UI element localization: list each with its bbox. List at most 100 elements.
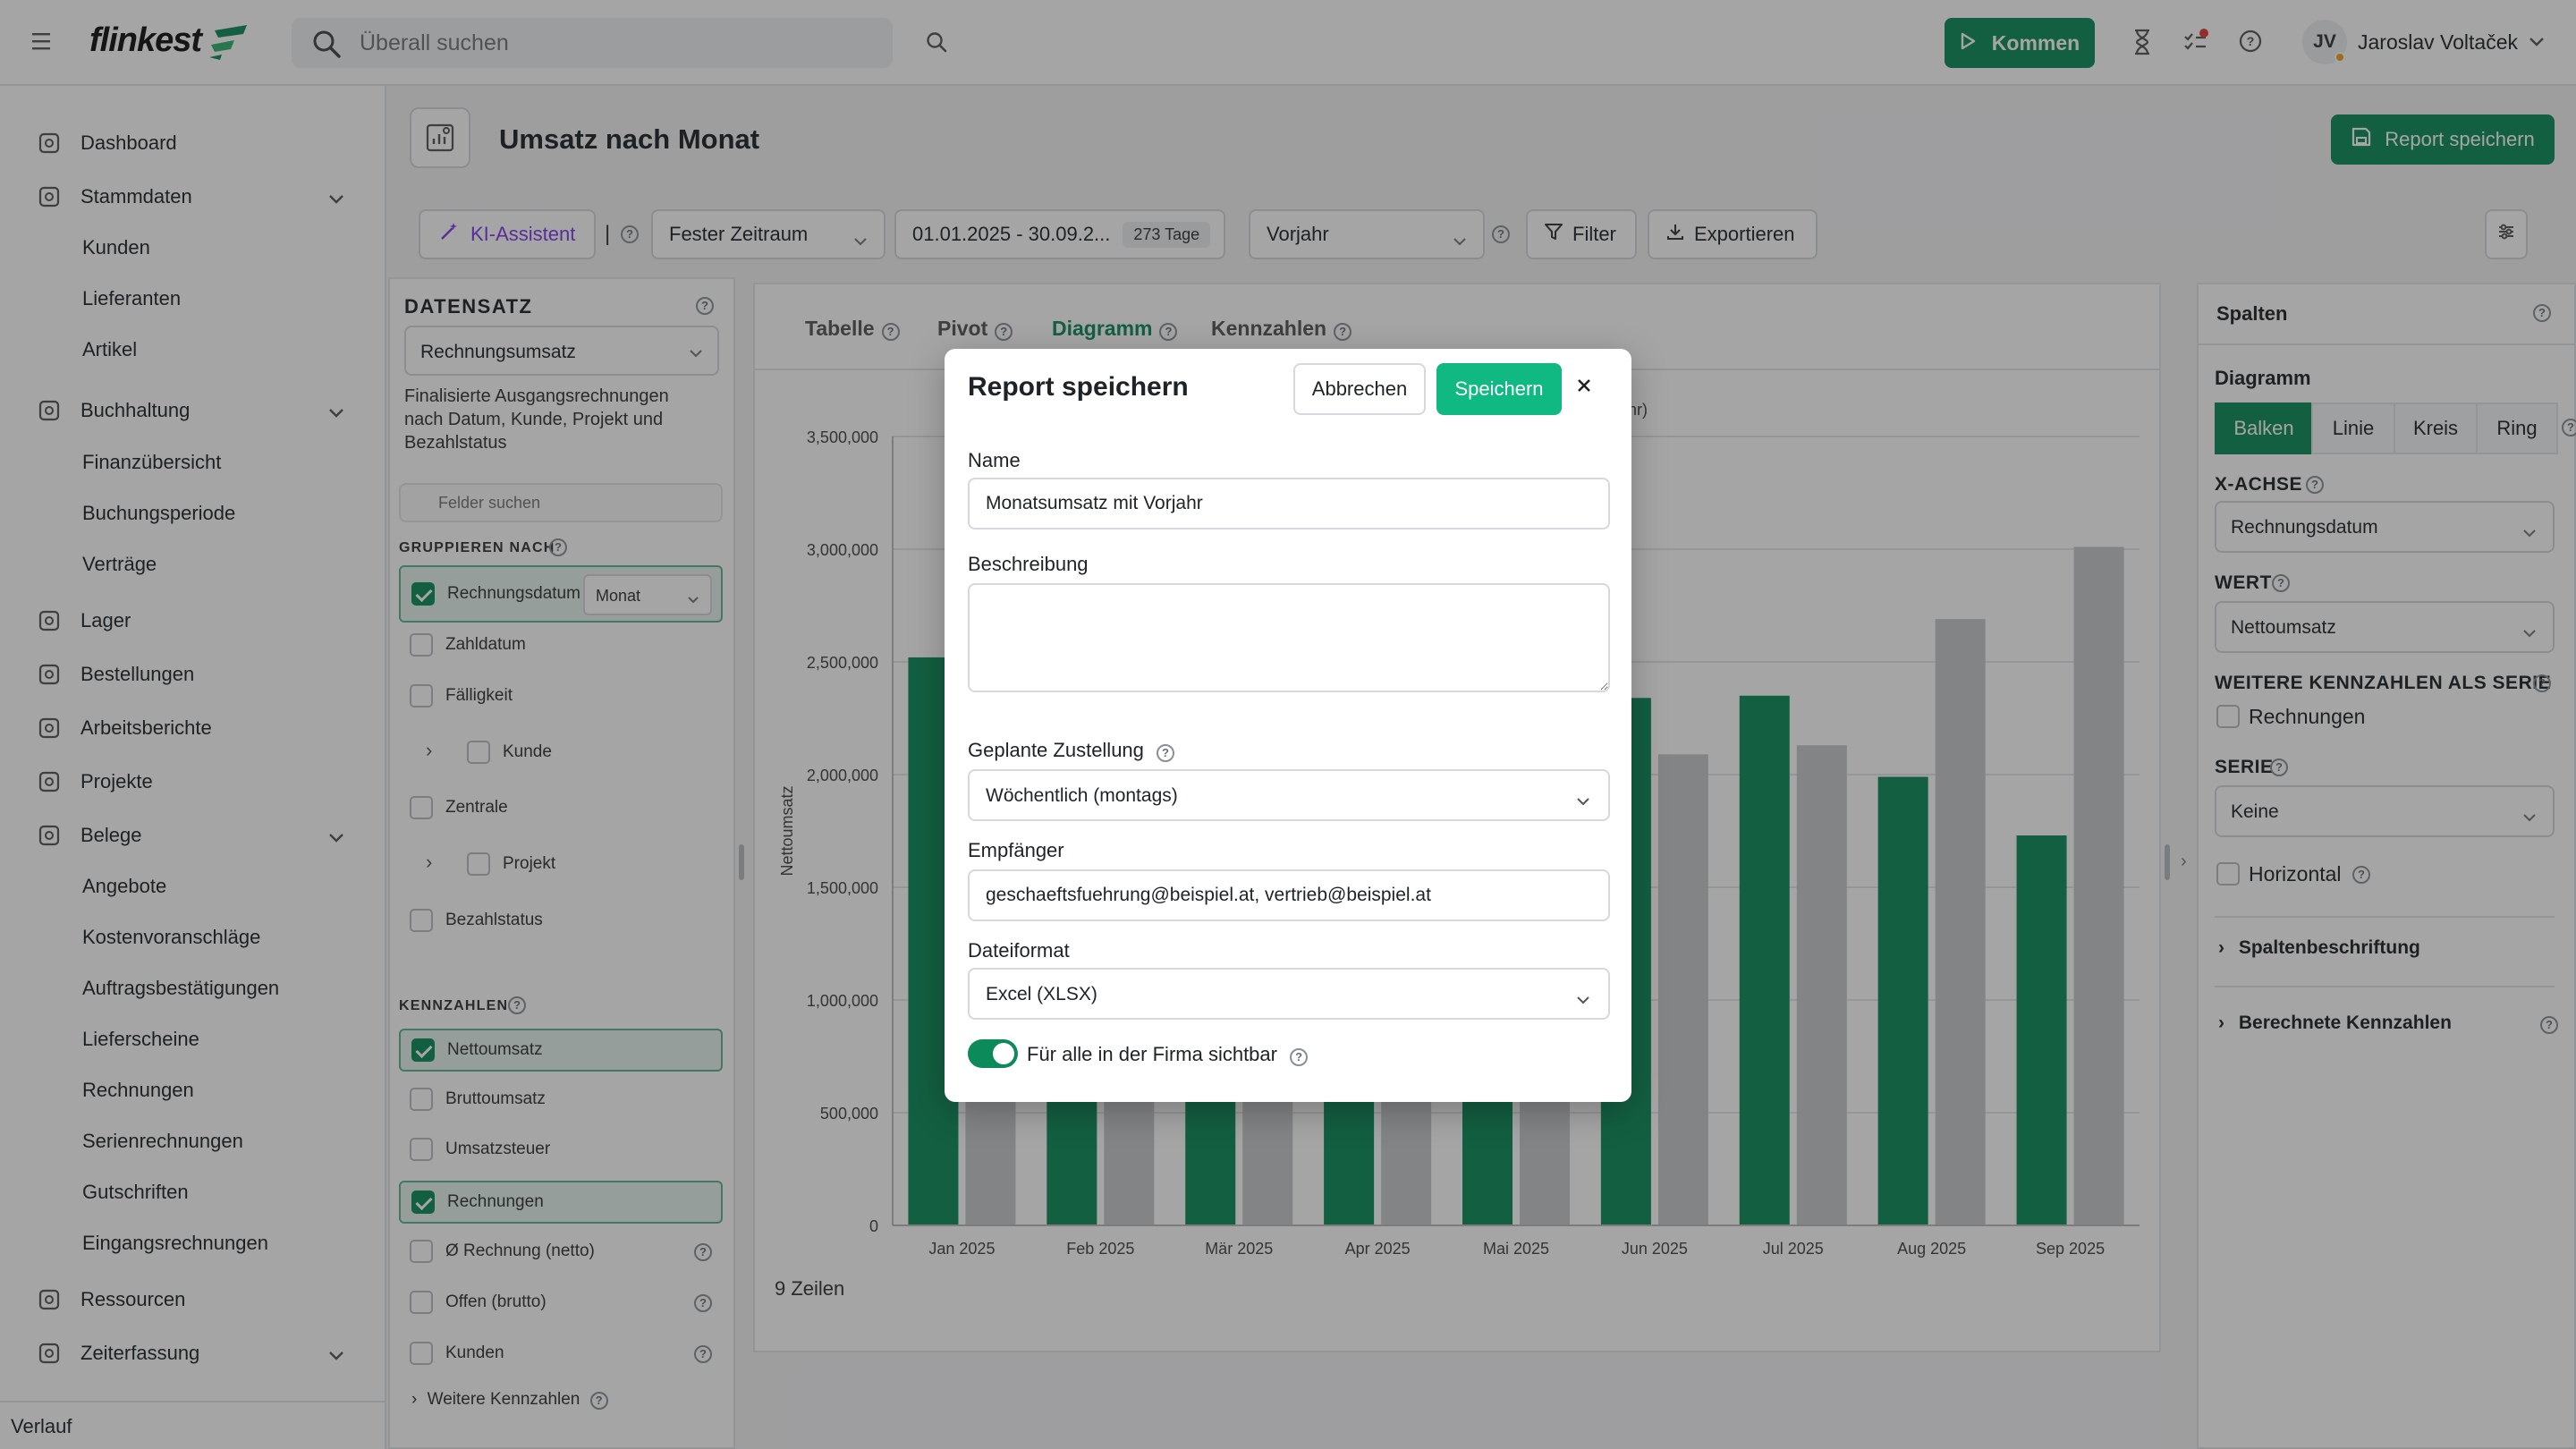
- compare-select[interactable]: Vorjahr: [1249, 209, 1485, 259]
- group-field-row[interactable]: Rechnungsdatum Monat: [399, 565, 723, 623]
- sidebar-subitem[interactable]: Buchungsperiode: [82, 502, 236, 524]
- series-help-icon[interactable]: ?: [2270, 758, 2288, 776]
- format-select[interactable]: Excel (XLSX): [968, 968, 1610, 1020]
- chevron-down-icon[interactable]: [327, 188, 345, 211]
- metric-help-icon[interactable]: ?: [694, 1294, 712, 1312]
- recipients-input[interactable]: [968, 869, 1610, 921]
- sidebar-item-bestellungen[interactable]: Bestellungen: [0, 651, 386, 696]
- field-checkbox[interactable]: [467, 852, 490, 876]
- column-labels-toggle[interactable]: › Spaltenbeschriftung: [2218, 937, 2420, 959]
- field-checkbox[interactable]: [410, 796, 433, 819]
- sidebar-subitem[interactable]: Lieferscheine: [82, 1028, 199, 1050]
- sidebar-item-belege[interactable]: Belege: [0, 812, 386, 857]
- settings-sliders-button[interactable]: [2485, 209, 2528, 259]
- metric-row[interactable]: Kunden?: [399, 1342, 723, 1386]
- field-checkbox[interactable]: [410, 684, 433, 708]
- schedule-help-icon[interactable]: ?: [1157, 744, 1175, 762]
- metrics-help-icon[interactable]: ?: [508, 996, 526, 1014]
- field-checkbox[interactable]: [410, 909, 433, 932]
- metric-checkbox[interactable]: [410, 1240, 433, 1263]
- chevron-down-icon[interactable]: [327, 402, 345, 425]
- more-metrics-help-icon[interactable]: ?: [589, 1392, 608, 1410]
- sidebar-subitem[interactable]: Kostenvoranschläge: [82, 926, 261, 948]
- sidebar-item-ressourcen[interactable]: Ressourcen: [0, 1276, 386, 1321]
- chevron-right-icon[interactable]: ›: [426, 851, 433, 873]
- group-field-row[interactable]: Zahldatum: [399, 633, 723, 678]
- spalten-help-icon[interactable]: ?: [2533, 304, 2551, 322]
- sidebar-subitem[interactable]: Auftragsbestätigungen: [82, 977, 280, 999]
- tab-diagramm[interactable]: Diagramm?: [1052, 317, 1178, 341]
- group-field-row[interactable]: Bezahlstatus: [399, 909, 723, 953]
- computed-metrics-toggle[interactable]: › Berechnete Kennzahlen: [2218, 1013, 2452, 1034]
- sidebar-item-buchhaltung[interactable]: Buchhaltung: [0, 387, 386, 432]
- metric-row[interactable]: Offen (brutto)?: [399, 1291, 723, 1335]
- chevron-down-icon[interactable]: [327, 826, 345, 850]
- tasks-notification-icon[interactable]: [2182, 29, 2209, 55]
- metric-row[interactable]: Ø Rechnung (netto)?: [399, 1240, 723, 1284]
- chevron-down-icon[interactable]: [327, 1344, 345, 1368]
- metric-checkbox[interactable]: [410, 1291, 433, 1314]
- chart-type-kreis[interactable]: Kreis: [2394, 402, 2478, 454]
- chart-type-help-icon[interactable]: ?: [2562, 419, 2576, 436]
- chevron-right-icon[interactable]: ›: [426, 739, 433, 761]
- cancel-button[interactable]: Abbrechen: [1293, 363, 1426, 415]
- sidebar-subitem[interactable]: Rechnungen: [82, 1079, 194, 1101]
- search-input[interactable]: [360, 18, 860, 68]
- field-checkbox[interactable]: [410, 633, 433, 657]
- ki-assistant-button[interactable]: KI-Assistent: [419, 209, 596, 259]
- field-search-input[interactable]: [438, 485, 707, 521]
- period-help-icon[interactable]: ?: [621, 225, 639, 243]
- granularity-select[interactable]: Monat: [583, 574, 712, 615]
- sidebar-item-lager[interactable]: Lager: [0, 597, 386, 642]
- metric-checkbox[interactable]: [410, 1342, 433, 1365]
- sidebar-subitem[interactable]: Verträge: [82, 553, 157, 575]
- app-logo[interactable]: flinkest: [89, 21, 202, 59]
- close-icon[interactable]: [1574, 376, 1594, 400]
- date-range-field[interactable]: 01.01.2025 - 30.09.2... 273 Tage: [894, 209, 1225, 259]
- sidebar-subitem[interactable]: Eingangsrechnungen: [82, 1232, 268, 1254]
- field-checkbox[interactable]: [411, 582, 435, 606]
- visibility-toggle[interactable]: [968, 1039, 1018, 1068]
- schedule-select[interactable]: Wöchentlich (montags): [968, 769, 1610, 821]
- dataset-help-icon[interactable]: ?: [696, 297, 714, 315]
- group-help-icon[interactable]: ?: [549, 538, 567, 556]
- group-field-row[interactable]: Fälligkeit: [399, 684, 723, 729]
- sidebar-subitem[interactable]: Artikel: [82, 338, 138, 360]
- metric-help-icon[interactable]: ?: [694, 1243, 712, 1261]
- sidebar-item-arbeitsberichte[interactable]: Arbeitsberichte: [0, 705, 386, 750]
- chart-type-ring[interactable]: Ring: [2476, 402, 2558, 454]
- value-help-icon[interactable]: ?: [2272, 574, 2290, 592]
- verlauf-footer[interactable]: Verlauf: [0, 1401, 386, 1449]
- search-submit-icon[interactable]: [925, 30, 948, 54]
- group-field-row[interactable]: › Kunde: [399, 739, 723, 785]
- description-textarea[interactable]: [968, 583, 1610, 692]
- tab-help-icon[interactable]: ?: [881, 323, 900, 341]
- hourglass-icon[interactable]: [2132, 29, 2152, 55]
- save-button[interactable]: Speichern: [1436, 363, 1562, 415]
- series-metrics-help-icon[interactable]: ?: [2533, 674, 2551, 692]
- metric-row[interactable]: Bruttoumsatz: [399, 1088, 723, 1132]
- chart-type-balken[interactable]: Balken: [2215, 402, 2313, 454]
- tab-help-icon[interactable]: ?: [995, 323, 1013, 341]
- metric-help-icon[interactable]: ?: [694, 1345, 712, 1363]
- sidebar-subitem[interactable]: Kunden: [82, 236, 150, 258]
- field-checkbox[interactable]: [467, 741, 490, 764]
- sidebar-subitem[interactable]: Gutschriften: [82, 1181, 189, 1203]
- dataset-select[interactable]: Rechnungsumsatz: [404, 326, 719, 376]
- global-search[interactable]: [292, 18, 893, 68]
- metric-checkbox[interactable]: [410, 1138, 433, 1161]
- tab-help-icon[interactable]: ?: [1159, 323, 1178, 341]
- sidebar-item-projekte[interactable]: Projekte: [0, 758, 386, 803]
- x-axis-select[interactable]: Rechnungsdatum: [2215, 501, 2555, 553]
- sidebar-subitem[interactable]: Angebote: [82, 875, 167, 897]
- metric-checkbox[interactable]: [411, 1191, 435, 1214]
- chart-type-linie[interactable]: Linie: [2311, 402, 2395, 454]
- metric-row[interactable]: Umsatzsteuer: [399, 1138, 723, 1182]
- period-type-select[interactable]: Fester Zeitraum: [651, 209, 886, 259]
- tab-pivot[interactable]: Pivot?: [937, 317, 1013, 341]
- compare-help-icon[interactable]: ?: [1492, 225, 1510, 243]
- x-axis-help-icon[interactable]: ?: [2306, 476, 2324, 494]
- chevron-down-icon[interactable]: [2528, 36, 2546, 48]
- series-select[interactable]: Keine: [2215, 785, 2555, 837]
- metric-checkbox[interactable]: [410, 1088, 433, 1111]
